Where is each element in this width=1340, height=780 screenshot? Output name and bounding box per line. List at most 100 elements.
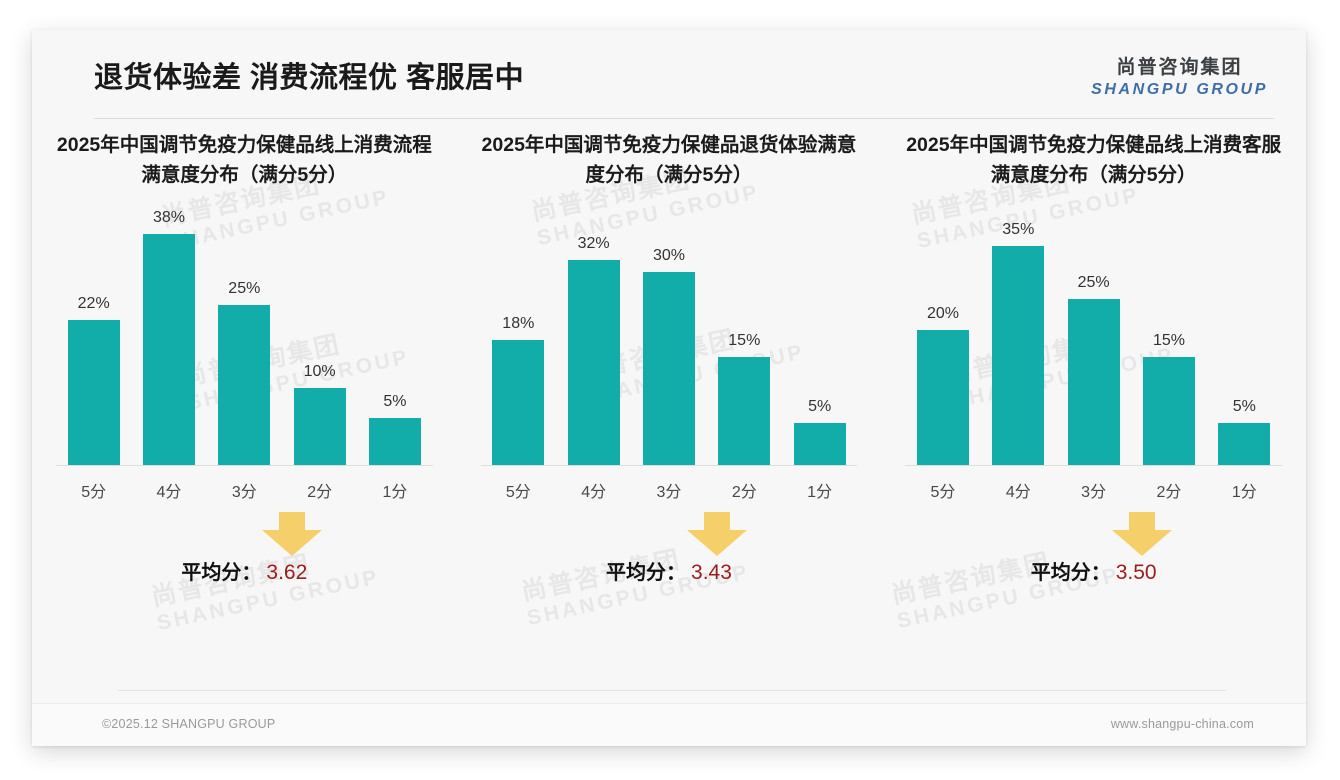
bar-rect — [142, 234, 195, 465]
x-axis-labels: 5分 4分 3分 2分 1分 — [905, 478, 1282, 502]
bar-value-label: 15% — [1152, 332, 1185, 349]
arrow-down-icon-svg — [1111, 512, 1172, 556]
average-score-block: 平均分： 3.62 — [42, 510, 447, 606]
average-score-label: 平均分： — [606, 562, 687, 584]
x-tick-label: 3分 — [656, 484, 682, 501]
x-tick-label: 2分 — [731, 484, 757, 501]
x-tick-label: 1分 — [382, 484, 408, 501]
bar-item: 25% — [209, 204, 281, 465]
bar-value-label: 25% — [228, 280, 261, 297]
bar-value-label: 18% — [502, 315, 535, 332]
bar-rect — [293, 388, 346, 465]
bar-value-label: 15% — [728, 332, 761, 349]
bar-value-label: 30% — [652, 247, 685, 264]
chart-panel-return-experience: 2025年中国调节免疫力保健品退货体验满意度分布（满分5分） 18% 32% 3… — [457, 130, 882, 606]
bar-item: 15% — [1133, 204, 1205, 465]
bar-group: 18% 32% 30% 15% — [481, 204, 858, 465]
bar-rect — [1067, 299, 1120, 465]
footer-copyright: ©2025.12 SHANGPU GROUP — [102, 717, 276, 731]
header-divider — [94, 118, 1274, 119]
average-score-value: 3.43 — [691, 561, 732, 584]
chart-title: 2025年中国调节免疫力保健品退货体验满意度分布（满分5分） — [481, 134, 857, 187]
bar-value-label: 5% — [808, 398, 832, 415]
bar-rect — [916, 330, 969, 465]
charts-container: 2025年中国调节免疫力保健品线上消费流程满意度分布（满分5分） 22% 38%… — [32, 130, 1306, 606]
slide-header: 退货体验差 消费流程优 客服居中 尚普咨询集团 SHANGPU GROUP — [32, 30, 1306, 118]
bar-item: 5% — [359, 204, 431, 465]
x-tick-label: 4分 — [156, 484, 182, 501]
bar-rect — [1218, 423, 1271, 465]
bar-item: 5% — [1209, 204, 1281, 465]
arrow-down-icon-svg — [262, 512, 323, 556]
bar-value-label: 32% — [577, 235, 610, 252]
bar-value-label: 20% — [926, 305, 959, 322]
x-tick-label: 2分 — [1156, 484, 1182, 501]
slide-card: 退货体验差 消费流程优 客服居中 尚普咨询集团 SHANGPU GROUP 尚普… — [32, 30, 1306, 746]
bar-rect — [567, 260, 620, 465]
x-tick-label: 5分 — [81, 484, 107, 501]
chart-panel-customer-service: 2025年中国调节免疫力保健品线上消费客服满意度分布（满分5分） 20% 35%… — [881, 130, 1306, 606]
bar-group: 20% 35% 25% 15% — [905, 204, 1282, 465]
chart-panel-consumption-flow: 2025年中国调节免疫力保健品线上消费流程满意度分布（满分5分） 22% 38%… — [32, 130, 457, 606]
x-tick-label: 4分 — [1005, 484, 1031, 501]
footnote-divider — [118, 690, 1226, 691]
bar-item: 32% — [558, 204, 630, 465]
bar-value-label: 35% — [1002, 221, 1035, 238]
company-logo: 尚普咨询集团 SHANGPU GROUP — [1091, 58, 1268, 98]
chart-plot-area: 18% 32% 30% 15% — [467, 204, 872, 504]
bar-value-label: 25% — [1077, 274, 1110, 291]
arrow-down-icon — [262, 512, 323, 556]
chart-plot-area: 22% 38% 25% 10% — [42, 204, 447, 504]
bar-rect — [718, 357, 771, 465]
average-score-block: 平均分： 3.50 — [891, 510, 1296, 606]
bar-rect — [1142, 357, 1195, 465]
x-axis-line — [56, 465, 433, 466]
average-score-label: 平均分： — [1030, 562, 1111, 584]
average-score-label: 平均分： — [181, 562, 262, 584]
bar-value-label: 5% — [383, 393, 407, 410]
average-score-line: 平均分： 3.62 — [42, 556, 447, 585]
bar-rect — [218, 305, 271, 465]
x-axis-line — [480, 465, 858, 466]
bar-item: 5% — [784, 204, 856, 465]
bar-item: 25% — [1058, 204, 1130, 465]
bar-value-label: 38% — [152, 209, 185, 226]
footer-website[interactable]: www.shangpu-china.com — [1110, 717, 1254, 731]
bar-value-label: 22% — [77, 295, 110, 312]
average-score-value: 3.62 — [266, 561, 308, 584]
bar-item: 38% — [133, 204, 205, 465]
x-tick-label: 3分 — [231, 484, 257, 501]
bar-item: 10% — [284, 204, 356, 465]
x-tick-label: 5分 — [930, 484, 956, 501]
x-tick-label: 4分 — [581, 484, 607, 501]
x-axis-labels: 5分 4分 3分 2分 1分 — [481, 478, 858, 502]
bar-item: 20% — [907, 204, 979, 465]
bar-rect — [67, 320, 120, 465]
bar-value-label: 10% — [303, 363, 336, 380]
bar-item: 15% — [709, 204, 781, 465]
bar-rect — [492, 340, 545, 465]
bar-rect — [992, 246, 1045, 465]
average-score-value: 3.50 — [1115, 561, 1157, 584]
chart-title: 2025年中国调节免疫力保健品线上消费客服满意度分布（满分5分） — [906, 134, 1282, 187]
logo-english-text: SHANGPU GROUP — [1091, 81, 1268, 98]
x-tick-label: 2分 — [307, 484, 333, 501]
arrow-down-icon — [1111, 512, 1172, 556]
average-score-line: 平均分： 3.50 — [891, 556, 1296, 585]
x-axis-line — [905, 465, 1282, 466]
chart-title: 2025年中国调节免疫力保健品线上消费流程满意度分布（满分5分） — [56, 134, 432, 187]
arrow-down-icon — [686, 512, 747, 556]
bar-rect — [793, 423, 846, 465]
bar-item: 18% — [483, 204, 555, 465]
bar-value-label: 5% — [1232, 398, 1256, 415]
slide-footer: ©2025.12 SHANGPU GROUP www.shangpu-china… — [32, 703, 1306, 746]
page-title: 退货体验差 消费流程优 客服居中 — [94, 62, 525, 94]
bar-item: 30% — [633, 204, 705, 465]
x-tick-label: 1分 — [1231, 484, 1257, 501]
bar-item: 22% — [58, 204, 130, 465]
x-tick-label: 3分 — [1081, 484, 1107, 501]
average-score-line: 平均分： 3.43 — [467, 556, 872, 585]
average-score-block: 平均分： 3.43 — [467, 510, 872, 606]
bar-item: 35% — [983, 204, 1055, 465]
bar-group: 22% 38% 25% 10% — [56, 204, 433, 465]
